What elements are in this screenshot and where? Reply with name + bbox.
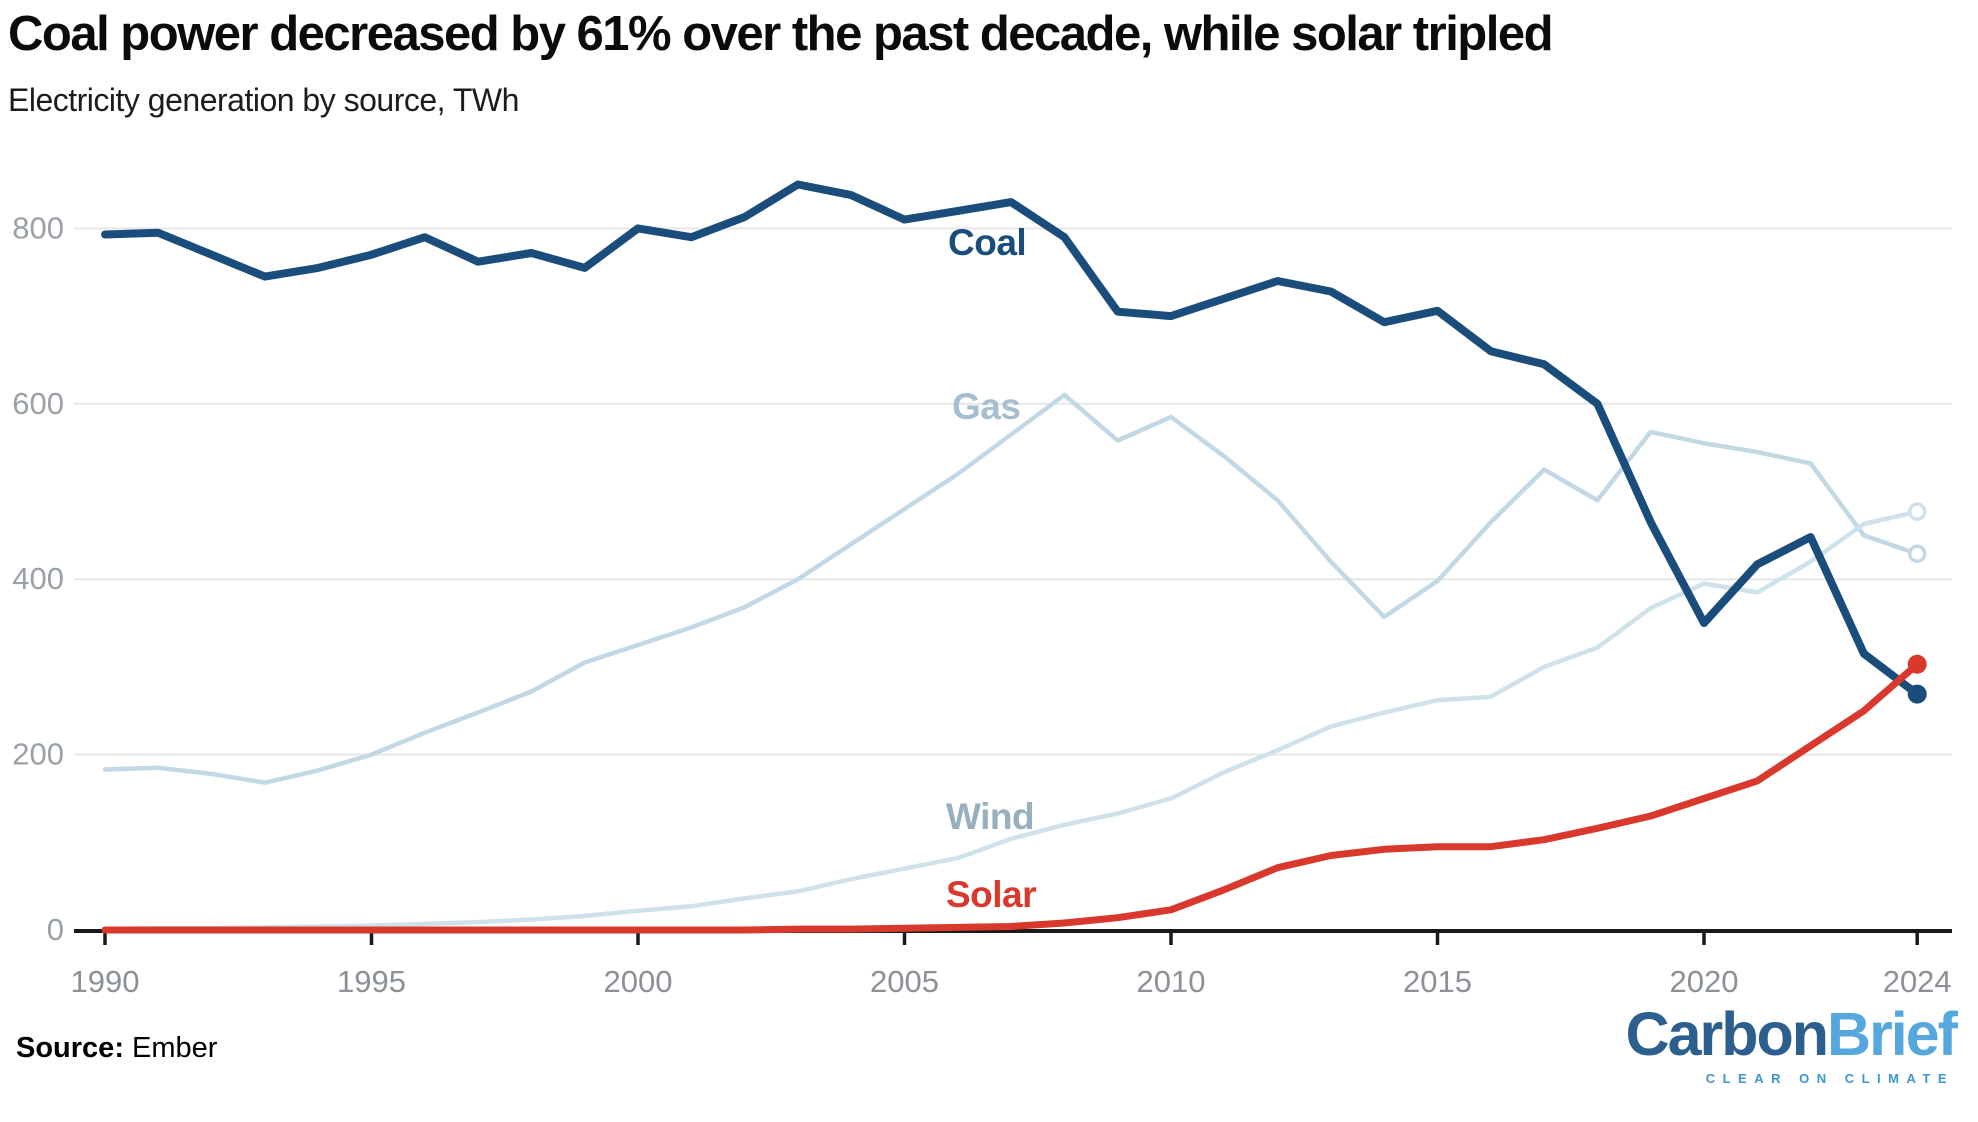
solar-end-dot — [1907, 654, 1927, 674]
page-subtitle: Electricity generation by source, TWh — [8, 82, 519, 118]
wind-line — [102, 509, 1920, 932]
logo-brief-text: Brief — [1827, 1000, 1958, 1068]
y-tick-label-200: 200 — [12, 737, 64, 772]
logo-tagline: CLEAR ON CLIMATE — [1705, 1071, 1954, 1086]
logo-carbon-text: Carbon — [1625, 1000, 1829, 1068]
page-title: Coal power decreased by 61% over the pas… — [8, 7, 1554, 61]
source-value: Ember — [132, 1032, 218, 1064]
y-tick-label-600: 600 — [12, 386, 64, 421]
y-tick-label-800: 800 — [12, 210, 64, 245]
carbonbrief-logo: CarbonBrief CLEAR ON CLIMATE — [1626, 1004, 1958, 1087]
coal-line-label: Coal — [948, 222, 1027, 263]
x-tick-label-2000: 2000 — [604, 964, 673, 999]
y-tick-label-400: 400 — [12, 561, 64, 596]
gas-line — [102, 392, 1920, 785]
coal-line — [101, 180, 1922, 699]
x-tick-label-2015: 2015 — [1403, 964, 1472, 999]
y-tick-label-0: 0 — [47, 912, 64, 947]
logo-wordmark: CarbonBrief — [1626, 1004, 1958, 1065]
x-tick-label-2005: 2005 — [870, 964, 939, 999]
wind-end-circle — [1907, 502, 1927, 521]
x-tick-label-1990: 1990 — [71, 964, 140, 999]
source-label: Source: — [16, 1032, 124, 1064]
gas-end-circle — [1907, 544, 1927, 564]
gas-line-label: Gas — [952, 386, 1021, 427]
x-tick-label-2020: 2020 — [1670, 964, 1739, 999]
x-tick-label-2010: 2010 — [1137, 964, 1206, 999]
source-attribution: Source: Ember — [16, 1032, 217, 1065]
solar-line — [101, 660, 1921, 934]
solar-line-label: Solar — [946, 874, 1037, 915]
x-tick-label-1995: 1995 — [337, 964, 406, 999]
x-tick-label-2024: 2024 — [1883, 964, 1952, 999]
wind-line-label: Wind — [946, 796, 1035, 837]
coal-end-dot — [1907, 684, 1927, 704]
